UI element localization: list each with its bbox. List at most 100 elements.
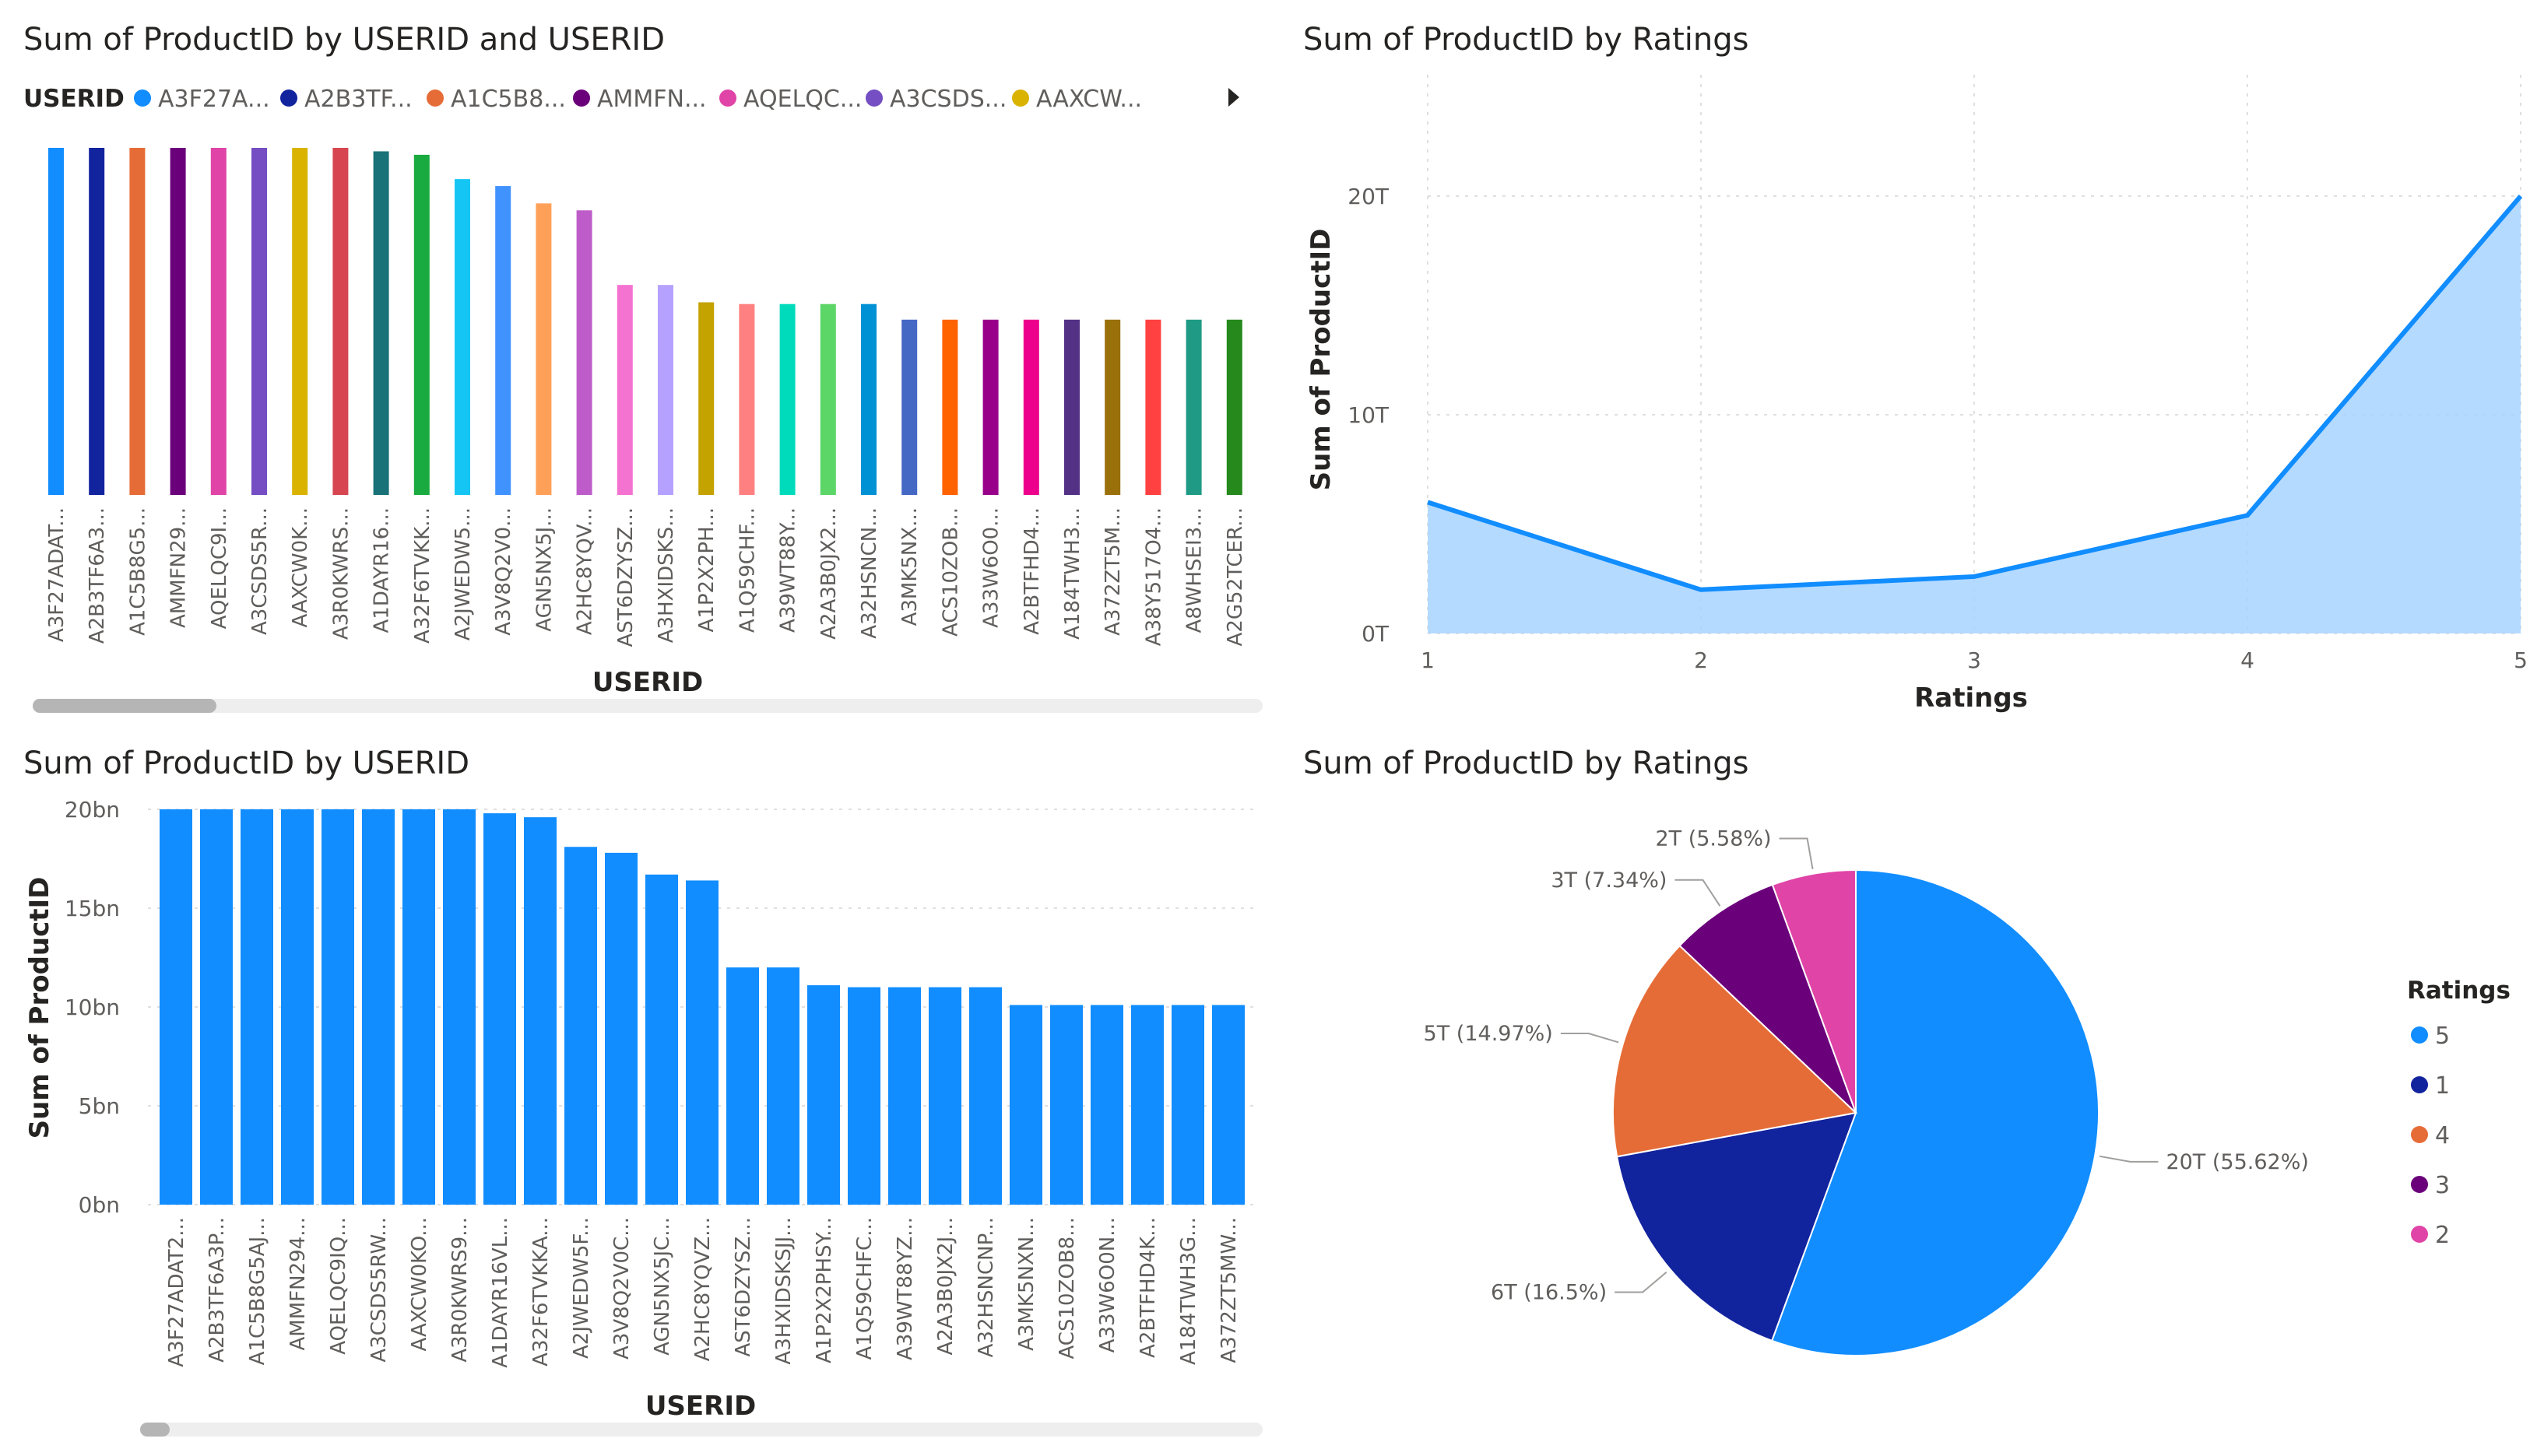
chart-userid-bar[interactable]: Sum of ProductID by USERID 0bn 5bn 10bn 15b… [23, 746, 1263, 1437]
legend-label-2: 4 [2435, 1122, 2450, 1149]
category-label-5: A3CSDS5R... [248, 507, 272, 635]
legend-label-5: A3CSDS... [890, 86, 1007, 113]
category-label-17: A1Q59CHFC... [853, 1217, 877, 1360]
pie-slice-0 [1770, 868, 2100, 1356]
bar-17 [739, 303, 755, 495]
pie-label-4: 2T (5.58%) [1655, 826, 1771, 851]
category-label-13: A2HC8YQVZ... [691, 1217, 715, 1361]
chart1-legend: A3F27A... A2B3TF... A1C5B8... AMMFN... AQELQ… [134, 86, 1142, 113]
legend-label-0: A3F27A... [158, 86, 270, 113]
x-tick-0: 1 [1421, 647, 1435, 673]
chart2-y-axis-title: Sum of ProductID [1305, 229, 1337, 491]
chart2-line [1427, 195, 2523, 592]
chart3-category-labels: A3F27ADAT2... A2B3TF6A3P... A1C5B8G5AJ... A… [165, 1217, 1241, 1368]
chart2-y-ticks: 0T 10T 20T [1348, 184, 1390, 647]
bar-13 [576, 210, 592, 495]
bar-17 [848, 987, 880, 1205]
legend-marker-4 [719, 89, 736, 107]
chart1-title: Sum of ProductID by USERID and USERID [23, 22, 665, 58]
legend-marker-6 [1012, 89, 1029, 107]
legend-marker-5 [866, 89, 883, 107]
category-label-23: A33W6O0... [980, 507, 1003, 628]
bar-26 [1212, 1005, 1245, 1205]
legend-label-1: 1 [2435, 1072, 2450, 1100]
bar-26 [1105, 319, 1121, 495]
legend-marker-2 [2411, 1126, 2428, 1143]
chart4-slices [1612, 868, 2100, 1356]
category-label-29: A2G52TCER... [1224, 507, 1247, 646]
bar-6 [292, 148, 308, 495]
bar-14 [617, 285, 633, 495]
category-label-14: AST6DZYSZ... [732, 1217, 755, 1357]
pie-label-1: 6T (16.5%) [1491, 1281, 1607, 1305]
bar-6 [402, 809, 435, 1205]
category-label-25: A184TWH3... [1061, 507, 1084, 640]
category-label-2: A1C5B8G5AJ... [246, 1217, 269, 1365]
chart1-legend-title: USERID [23, 85, 125, 113]
category-label-22: ACS10ZOB8... [1056, 1217, 1079, 1360]
bar-12 [536, 203, 552, 495]
category-label-9: A32F6TVKK... [411, 507, 434, 644]
chart-ratings-area[interactable]: Sum of ProductID by Ratings 0T 10T 20T 1 2 3… [1303, 22, 2528, 714]
category-label-10: A2JWEDW5... [452, 507, 475, 640]
category-label-17: A1Q59CHF... [736, 507, 759, 633]
bar-9 [524, 817, 557, 1205]
chart1-scrollbar-thumb[interactable] [33, 699, 216, 713]
bar-27 [1145, 319, 1161, 495]
legend-label-4: 2 [2435, 1222, 2450, 1249]
chart3-scrollbar-thumb[interactable] [140, 1423, 170, 1437]
chart3-scrollbar-track[interactable] [140, 1423, 1263, 1437]
bar-18 [888, 987, 921, 1205]
bar-3 [281, 809, 314, 1205]
bar-5 [251, 148, 267, 495]
bar-19 [929, 987, 961, 1205]
chart1-legend-next-icon[interactable] [1228, 88, 1239, 107]
bar-18 [779, 303, 796, 495]
chart2-area-fill [1428, 196, 2521, 633]
pie-slice-2 [1612, 944, 1858, 1158]
y-tick-1: 10T [1348, 402, 1390, 428]
category-label-20: A32HSNCNP... [975, 1217, 998, 1357]
bar-22 [1050, 1005, 1083, 1205]
bar-10 [455, 179, 470, 495]
bar-7 [332, 148, 349, 495]
y-tick-4: 20bn [65, 797, 120, 823]
bar-21 [1010, 1005, 1042, 1205]
category-label-4: AQELQC9IQ... [327, 1217, 350, 1355]
category-label-7: A3R0KWRS... [329, 507, 353, 640]
category-label-27: A38Y517O4... [1142, 507, 1165, 646]
legend-label-6: AAXCW... [1036, 86, 1142, 113]
category-label-22: ACS10ZOB... [939, 507, 962, 637]
chart1-scrollbar-track[interactable] [33, 699, 1263, 713]
category-label-12: AGN5NX5JC... [651, 1217, 674, 1356]
chart2-x-axis-title: Ratings [1914, 682, 2028, 714]
category-label-0: A3F27ADAT... [45, 507, 69, 642]
legend-label-3: AMMFN... [597, 86, 707, 113]
bar-3 [170, 148, 186, 495]
category-label-19: A2A3B0JX2J... [934, 1217, 958, 1356]
bar-16 [807, 985, 840, 1205]
category-label-24: A2BTFHD4K... [1137, 1217, 1160, 1358]
category-label-26: A372ZT5M... [1102, 507, 1125, 636]
bar-2 [129, 148, 146, 495]
legend-label-0: 5 [2435, 1023, 2450, 1050]
category-label-12: AGN5NX5J... [532, 507, 556, 632]
chart3-x-axis-title: USERID [645, 1391, 756, 1422]
category-label-3: AMMFN29... [167, 507, 191, 628]
pie-slice-1 [1615, 1111, 1857, 1342]
chart-ratings-pie[interactable]: Sum of ProductID by Ratings 20T (55.62%)… [1303, 746, 2511, 1356]
legend-marker-1 [2411, 1076, 2428, 1093]
bar-4 [210, 148, 227, 495]
bar-20 [861, 303, 877, 495]
category-label-14: AST6DZYSZ... [614, 507, 638, 647]
category-label-3: AMMFN294... [286, 1217, 310, 1350]
bar-5 [362, 809, 395, 1205]
category-label-10: A2JWEDW5F... [570, 1217, 593, 1359]
bar-22 [942, 319, 958, 495]
chart3-bars [160, 809, 1245, 1205]
chart-userid-clustered[interactable]: Sum of ProductID by USERID and USERID US… [23, 22, 1263, 713]
bar-24 [1131, 1005, 1164, 1205]
y-tick-2: 20T [1348, 184, 1390, 209]
x-tick-3: 4 [2240, 647, 2254, 673]
category-label-0: A3F27ADAT2... [165, 1217, 188, 1367]
